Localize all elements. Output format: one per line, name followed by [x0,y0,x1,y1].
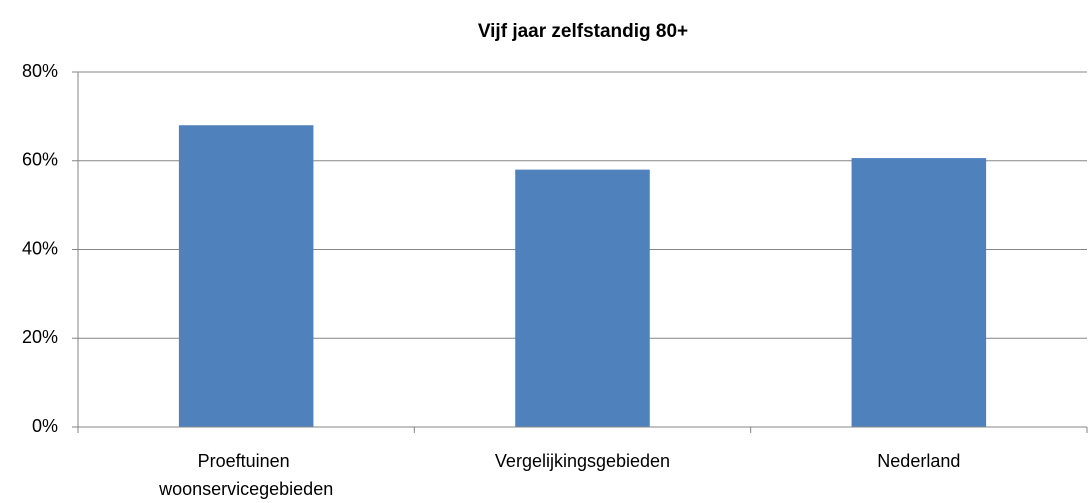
chart-title: Vijf jaar zelfstandig 80+ [478,21,688,42]
bar [851,158,987,427]
x-tick-label: Vergelijkingsgebieden [495,451,670,471]
y-tick-label: 20% [22,327,58,347]
y-tick-label: 80% [22,61,58,81]
y-tick-label: 40% [22,238,58,258]
y-tick-label: 60% [22,150,58,170]
bar [515,169,650,427]
x-tick-label: Proeftuinen woonservicegebieden [158,451,333,499]
y-tick-label: 0% [32,416,58,436]
bar [178,125,314,427]
x-tick-label: Nederland [877,451,960,471]
